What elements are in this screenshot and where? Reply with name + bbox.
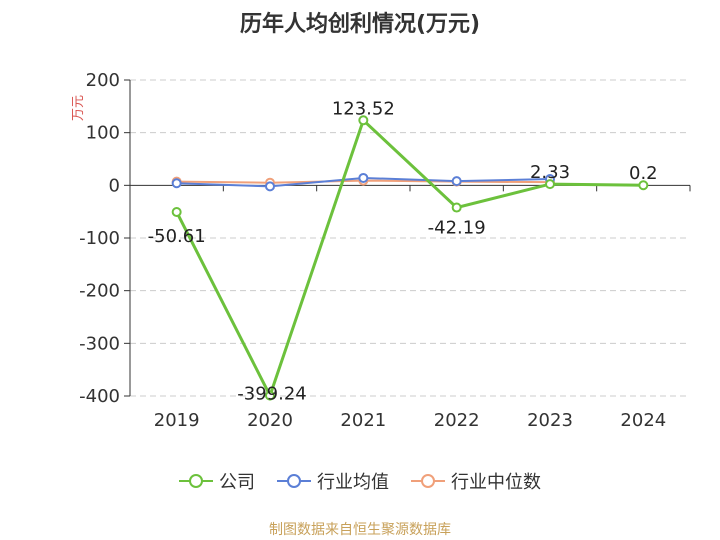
data-label: -50.61 <box>148 226 206 247</box>
legend-swatch-industry-mean <box>277 474 311 488</box>
legend-item-industry-median[interactable]: 行业中位数 <box>411 468 541 494</box>
x-tick-label: 2024 <box>620 410 666 431</box>
data-point-company <box>358 115 369 126</box>
x-tick-label: 2023 <box>527 410 573 431</box>
y-tick-label: -200 <box>79 281 120 302</box>
chart-title: 历年人均创利情况(万元) <box>239 12 481 37</box>
data-point-industry-mean <box>265 181 275 192</box>
legend-swatch-industry-median <box>411 474 445 488</box>
legend-label-industry-mean: 行业均值 <box>317 472 389 493</box>
data-point-company <box>265 390 275 401</box>
legend-swatch-company <box>179 474 213 488</box>
data-label: -42.19 <box>428 218 486 239</box>
x-tick-label: 2021 <box>340 410 386 431</box>
data-label: 123.52 <box>332 98 395 119</box>
x-tick-label: 2019 <box>154 410 200 431</box>
chart-legend: 公司 行业均值 行业中位数 <box>0 468 720 494</box>
data-point-industry-mean <box>171 178 182 189</box>
series-line-company <box>175 117 644 400</box>
y-axis-label: 万元 <box>71 95 86 121</box>
y-tick-label: 0 <box>109 175 120 196</box>
x-tick-label: 2020 <box>247 410 293 431</box>
y-tick-label: -100 <box>79 228 120 249</box>
data-point-industry-mean <box>358 172 369 183</box>
legend-item-industry-mean[interactable]: 行业均值 <box>277 468 389 494</box>
y-tick-label: 200 <box>86 70 120 91</box>
legend-item-company[interactable]: 公司 <box>179 468 255 494</box>
data-point-company <box>451 202 462 213</box>
data-point-company <box>545 179 555 190</box>
data-point-company <box>171 206 182 217</box>
y-tick-label: -400 <box>79 386 120 407</box>
x-tick-label: 2022 <box>434 410 480 431</box>
data-label: 2.33 <box>530 162 570 183</box>
data-label: -399.24 <box>237 384 306 405</box>
y-tick-label: -300 <box>79 333 120 354</box>
source-note: 制图数据来自恒生聚源数据库 <box>269 522 451 538</box>
data-point-company <box>638 180 649 191</box>
legend-label-industry-median: 行业中位数 <box>451 472 541 493</box>
y-tick-label: 100 <box>86 123 120 144</box>
data-point-industry-mean <box>451 176 462 187</box>
data-label: 0.2 <box>629 163 658 184</box>
legend-label-company: 公司 <box>219 472 255 493</box>
